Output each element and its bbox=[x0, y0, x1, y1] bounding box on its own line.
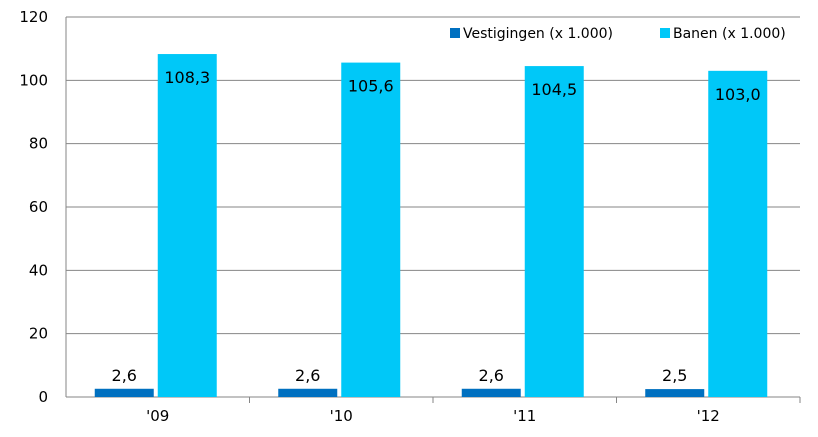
data-label: 103,0 bbox=[715, 85, 761, 104]
bar-banen bbox=[341, 62, 401, 397]
bar-banen bbox=[524, 66, 584, 397]
bar-vestigingen bbox=[645, 389, 705, 397]
legend-label: Vestigingen (x 1.000) bbox=[463, 26, 613, 42]
bar-banen bbox=[157, 54, 217, 398]
data-label: 2,5 bbox=[662, 366, 687, 385]
axes: 0 20 40 60 80 100 120 '09 '10 '11 '12 bbox=[19, 8, 801, 425]
bar-vestigingen bbox=[278, 388, 338, 397]
bars bbox=[94, 54, 768, 398]
data-label: 2,6 bbox=[479, 366, 504, 385]
legend-swatch bbox=[450, 28, 460, 38]
x-tick-label: '10 bbox=[330, 407, 353, 425]
bar-banen bbox=[708, 70, 768, 397]
legend: Vestigingen (x 1.000) Banen (x 1.000) bbox=[450, 26, 786, 42]
legend-swatch bbox=[660, 28, 670, 38]
bar-vestigingen bbox=[94, 388, 154, 397]
legend-label: Banen (x 1.000) bbox=[673, 26, 786, 42]
y-tick-label: 0 bbox=[38, 388, 48, 406]
data-labels: 2,6 108,3 2,6 105,6 2,6 104,5 2,5 103,0 bbox=[112, 68, 761, 385]
y-tick-label: 100 bbox=[19, 71, 48, 89]
data-label: 2,6 bbox=[295, 366, 320, 385]
data-label: 108,3 bbox=[164, 68, 210, 87]
data-label: 104,5 bbox=[531, 80, 577, 99]
y-tick-label: 20 bbox=[29, 325, 48, 343]
x-tick-label: '09 bbox=[146, 407, 169, 425]
y-tick-label: 80 bbox=[29, 135, 48, 153]
data-label: 2,6 bbox=[112, 366, 137, 385]
data-label: 105,6 bbox=[348, 77, 394, 96]
y-tick-label: 120 bbox=[19, 8, 48, 26]
y-tick-label: 60 bbox=[29, 198, 48, 216]
x-tick-label: '12 bbox=[697, 407, 720, 425]
y-tick-label: 40 bbox=[29, 261, 48, 279]
bar-vestigingen bbox=[461, 388, 521, 397]
x-tick-label: '11 bbox=[513, 407, 536, 425]
